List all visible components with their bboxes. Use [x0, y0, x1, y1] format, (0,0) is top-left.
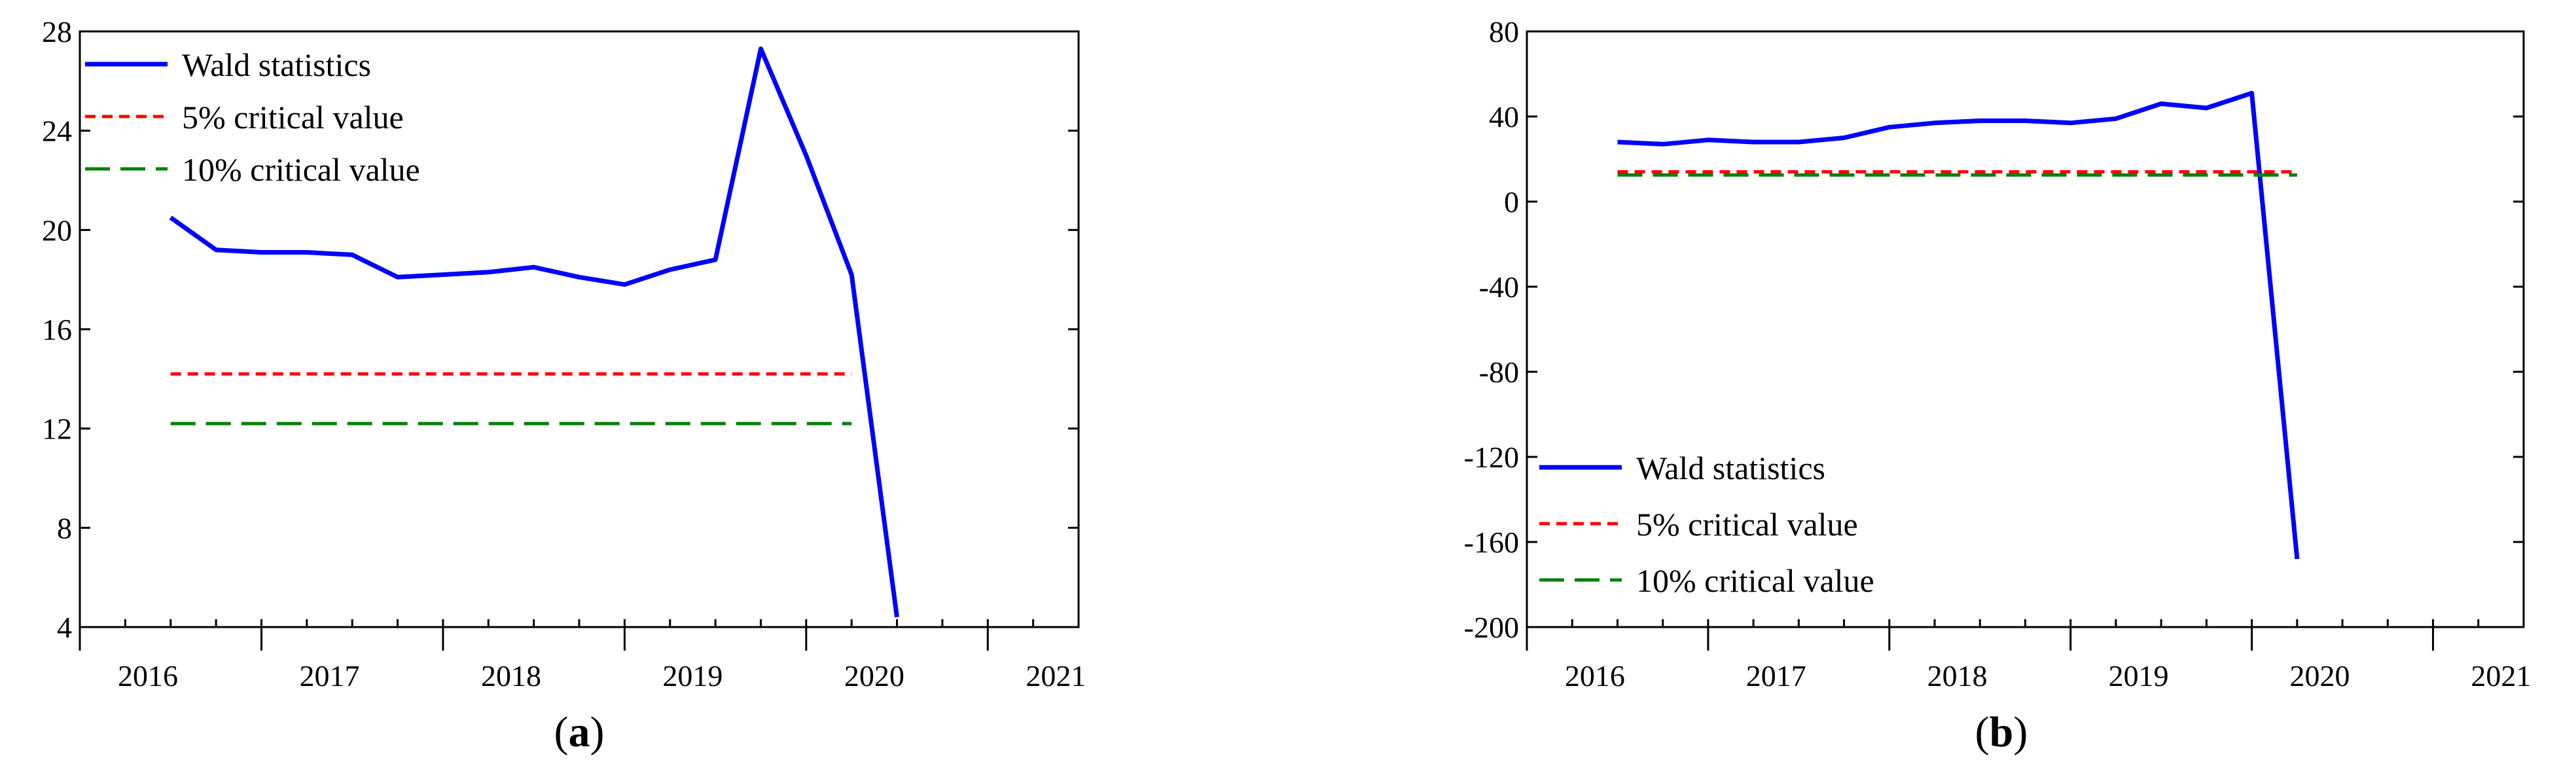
- y-tick-label: -160: [1464, 526, 1519, 559]
- y-tick-label: -200: [1464, 611, 1519, 644]
- legend: Wald statistics 5% critical value 10% crit…: [85, 46, 420, 188]
- panel-caption-letter: b: [1990, 708, 2014, 756]
- x-tick-label: 2021: [1026, 659, 1086, 693]
- legend-label: 5% critical value: [1636, 506, 1858, 543]
- x-tick-label: 2020: [844, 659, 904, 693]
- y-tick-label: -80: [1479, 355, 1519, 389]
- legend-label: Wald statistics: [182, 46, 371, 83]
- x-tick-label: 2018: [481, 659, 541, 693]
- x-tick-label: 2018: [1927, 659, 1988, 693]
- series-line-wald-statistics: [169, 46, 899, 618]
- legend-label: Wald statistics: [1636, 450, 1825, 486]
- y-tick-label: 16: [42, 313, 72, 346]
- series-line-wald-statistics: [1617, 90, 2300, 560]
- x-tick-label: 2019: [662, 659, 723, 693]
- y-tick-label: -120: [1464, 441, 1519, 474]
- y-tick-label: 8: [57, 511, 72, 545]
- y-tick-label: 12: [42, 412, 72, 446]
- panel-caption: (b): [1975, 708, 2028, 756]
- y-tick-label: 4: [57, 611, 72, 644]
- chart-panel-a: 4 8 12 16 20 24 28 2016 2017 2018 2019 2020 2021 Wald…: [42, 15, 1086, 756]
- x-tick-label: 2016: [118, 659, 178, 693]
- y-tick-label: 28: [42, 15, 72, 48]
- legend-label: 10% critical value: [1636, 562, 1874, 599]
- y-tick-label: 40: [1489, 100, 1519, 134]
- y-tick-label: 80: [1489, 15, 1519, 48]
- x-tick-label: 2016: [1565, 659, 1625, 693]
- x-tick-label: 2021: [2471, 659, 2531, 693]
- y-tick-label: 20: [42, 213, 72, 247]
- x-tick-label: 2017: [300, 659, 360, 693]
- y-tick-label: 0: [1504, 185, 1519, 219]
- y-tick-label: 24: [42, 115, 72, 148]
- x-tick-label: 2020: [2289, 659, 2350, 693]
- panel-caption-letter: a: [569, 708, 590, 756]
- legend-label: 5% critical value: [182, 99, 404, 135]
- chart-panel-b: -200 -160 -120 -80 -40 0 40 80 2016 2017 2018 2019 2…: [1464, 15, 2531, 756]
- panel-caption: (a): [554, 708, 605, 756]
- x-tick-label: 2019: [2109, 659, 2169, 693]
- legend: Wald statistics 5% critical value 10% crit…: [1539, 450, 1874, 599]
- y-tick-label: -40: [1479, 270, 1519, 304]
- legend-label: 10% critical value: [182, 151, 420, 188]
- x-tick-label: 2017: [1746, 659, 1806, 693]
